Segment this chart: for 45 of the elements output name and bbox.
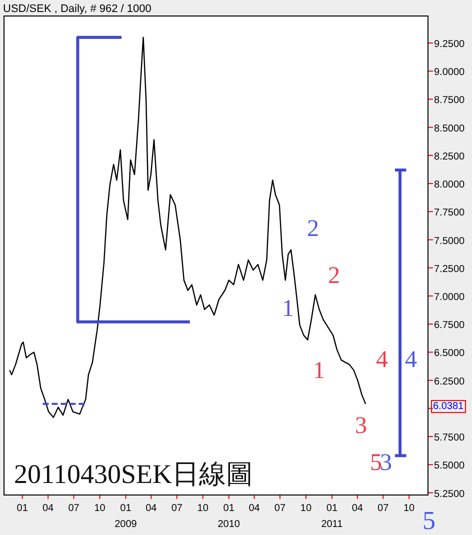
y-tick-label: 6.5000	[434, 348, 466, 360]
x-tick-label: 07	[378, 503, 390, 514]
y-tick-label: 5.5000	[434, 460, 466, 472]
annotation: 3	[355, 413, 367, 439]
y-tick-label: 8.0000	[434, 180, 466, 191]
y-tick-label: 7.0000	[434, 292, 466, 303]
y-tick-label: 8.7500	[434, 95, 466, 106]
x-tick-label: 10	[404, 503, 416, 514]
x-tick-label: 04	[248, 503, 260, 514]
x-tick-label: 04	[352, 503, 364, 514]
y-tick-label: 5.7500	[434, 432, 466, 444]
x-tick-label: 07	[171, 503, 183, 514]
y-tick-label: 5.2500	[434, 488, 466, 500]
annotation: 5	[370, 450, 382, 476]
y-tick-label: 8.2500	[434, 151, 466, 162]
x-tick-label: 01 2009	[114, 503, 138, 530]
annotation: 4	[376, 347, 388, 373]
annotation: 2	[307, 216, 319, 242]
x-tick-label: 10	[197, 503, 209, 514]
annotation: 3	[380, 450, 392, 476]
annotation: 1	[313, 358, 325, 384]
y-tick-label: 9.2500	[434, 38, 466, 50]
x-tick-label: 04	[146, 503, 158, 514]
annotation: 20110430SEK日線圖	[14, 459, 254, 489]
annotation: 4	[405, 347, 417, 373]
x-tick-label: 04	[42, 503, 54, 514]
y-tick-label: 9.0000	[434, 67, 466, 78]
annotation: 1	[282, 296, 294, 322]
y-tick-label: 6.7500	[434, 320, 466, 332]
x-tick-label: 10	[94, 503, 106, 514]
x-tick-label: 01 2011	[321, 503, 344, 530]
text: 5	[422, 506, 436, 535]
y-tick-label: 7.2500	[434, 264, 466, 275]
y-tick-label: 7.5000	[434, 236, 466, 247]
x-tick-label: 10	[300, 503, 312, 514]
x-tick-label: 01 2010	[218, 503, 240, 530]
text: 6.0381	[433, 401, 464, 412]
annotation: 2	[328, 263, 340, 289]
x-tick-label: 07	[68, 503, 80, 514]
chart-title: USD/SEK , Daily, # 962 / 1000	[3, 3, 152, 15]
x-tick-label: 01	[16, 503, 28, 514]
y-tick-label: 7.7500	[434, 208, 466, 219]
y-tick-label: 8.5000	[434, 123, 466, 134]
x-tick-label: 07	[274, 503, 286, 514]
y-tick-label: 6.2500	[434, 376, 466, 388]
